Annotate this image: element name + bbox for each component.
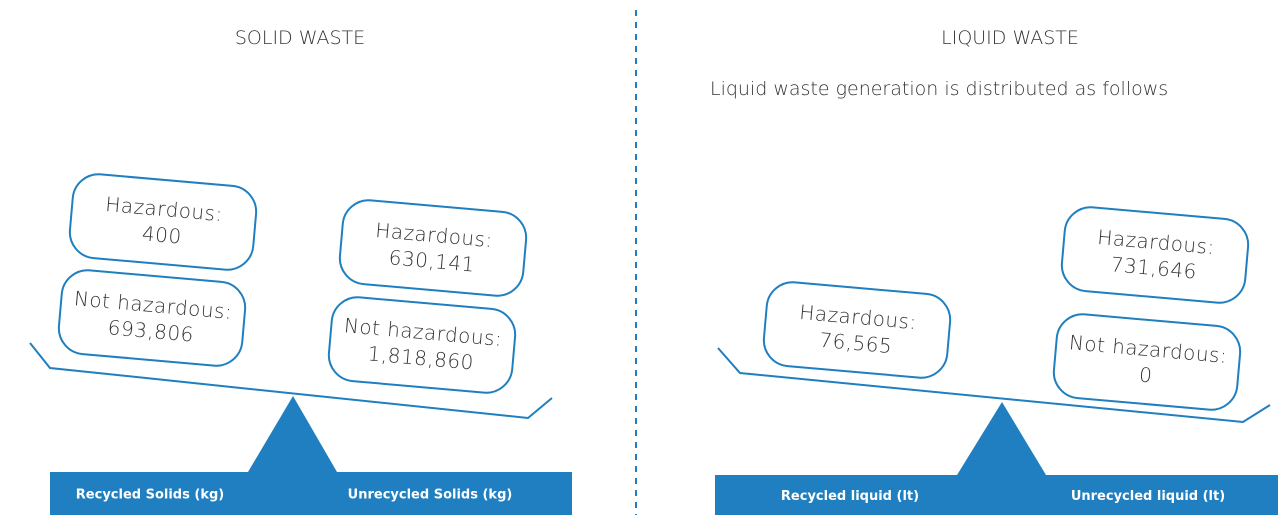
value-box: Hazardous:76,565 [762, 281, 952, 379]
side-label: Recycled liquid (lt) [781, 489, 919, 504]
box-value: 0 [1138, 362, 1153, 387]
box-frame [68, 173, 258, 271]
value-box: Not hazardous:1,818,860 [327, 296, 517, 394]
box-frame [1060, 206, 1250, 304]
scale-beam [29, 342, 553, 420]
box-value: 400 [141, 221, 183, 248]
base-bar [50, 472, 572, 515]
scale-beam [717, 347, 1271, 424]
box-frame [762, 281, 952, 379]
value-box: Not hazardous:0 [1052, 313, 1242, 411]
side-label: Recycled Solids (kg) [76, 488, 224, 503]
box-frame [1052, 313, 1242, 411]
value-box: Hazardous:630,141 [338, 199, 528, 297]
box-frame [327, 296, 517, 394]
panel-title: SOLID WASTE [235, 27, 365, 49]
panel-subtitle: Liquid waste generation is distributed a… [710, 78, 1168, 100]
scale-fulcrum [957, 402, 1046, 475]
box-frame [57, 269, 247, 367]
side-label: Unrecycled Solids (kg) [348, 488, 513, 503]
value-box: Hazardous:400 [68, 173, 258, 271]
value-box: Hazardous:731,646 [1060, 206, 1250, 304]
scale-fulcrum [248, 396, 337, 472]
value-box: Not hazardous:693,806 [57, 269, 247, 367]
base-bar [715, 475, 1278, 515]
side-label: Unrecycled liquid (lt) [1071, 489, 1225, 504]
box-frame [338, 199, 528, 297]
panel-title: LIQUID WASTE [941, 27, 1079, 49]
